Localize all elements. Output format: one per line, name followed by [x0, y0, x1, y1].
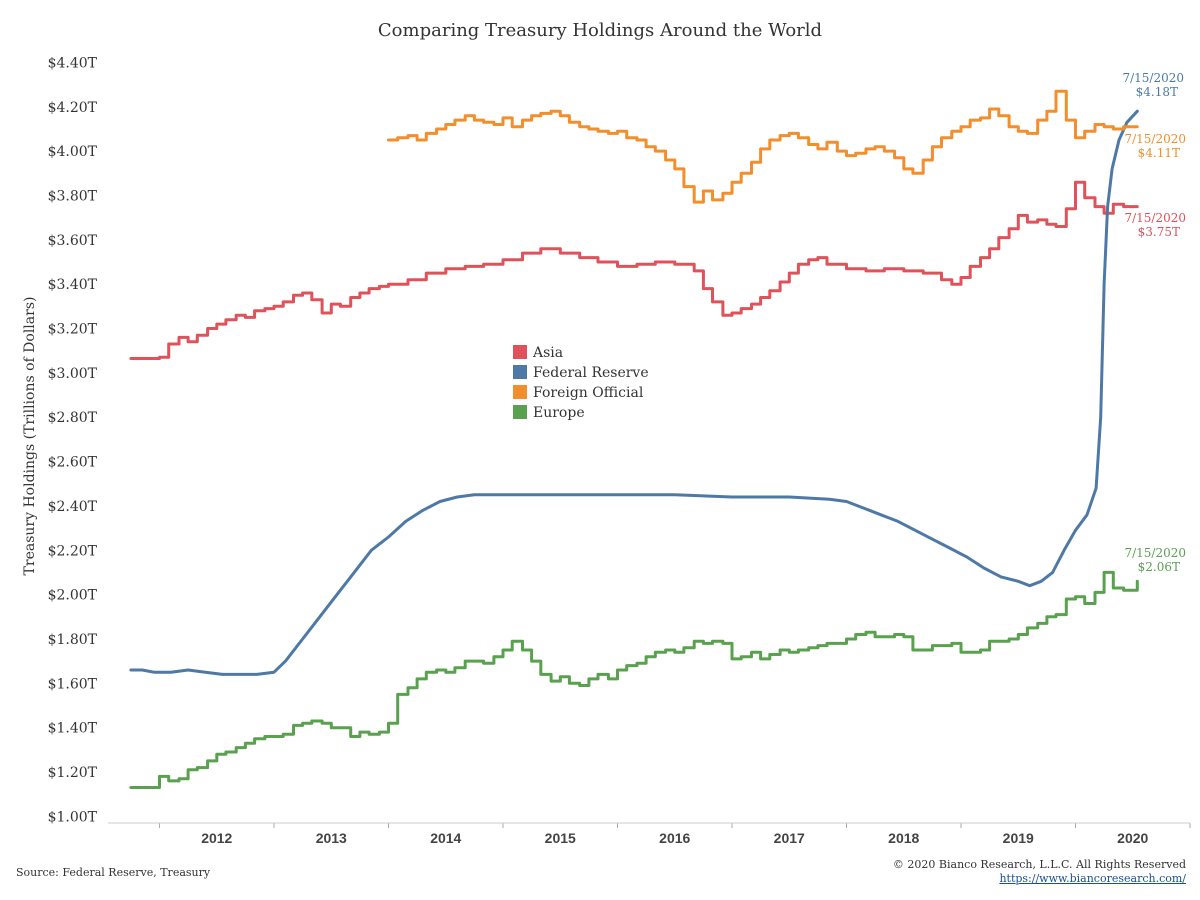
legend-label: Europe — [533, 405, 585, 421]
x-tick-label: 2012 — [201, 830, 232, 846]
legend-swatch — [513, 385, 527, 399]
legend-label: Asia — [532, 345, 563, 361]
y-tick-label: $1.80T — [48, 632, 98, 648]
y-tick-label: $2.40T — [48, 499, 98, 515]
legend-label: Foreign Official — [533, 385, 644, 401]
y-tick-label: $1.20T — [48, 765, 98, 781]
x-tick-label: 2013 — [316, 830, 347, 846]
x-tick-label: 2017 — [774, 830, 805, 846]
series-line-asia — [129, 180, 1139, 360]
y-axis-ticks: $1.00T $1.20T $1.40T $1.60T $1.80T $2.00T $2.2… — [48, 55, 98, 825]
y-tick-label: $4.00T — [48, 144, 98, 160]
y-tick-label: $3.00T — [48, 366, 98, 382]
annotation-value: $4.18T — [1136, 85, 1178, 99]
series-line-europe — [129, 570, 1139, 789]
series-line-foreign-official — [387, 89, 1139, 204]
y-tick-label: $1.60T — [48, 676, 98, 692]
y-tick-label: $3.60T — [48, 233, 98, 249]
y-tick-label: $3.80T — [48, 188, 98, 204]
annotation-date: 7/15/2020 — [1124, 546, 1186, 560]
legend-swatch — [513, 345, 527, 359]
end-value-annotations: 7/15/2020$4.18T7/15/2020$4.11T7/15/2020$… — [1122, 71, 1186, 574]
website-link[interactable]: https://www.biancoresearch.com/ — [999, 872, 1186, 885]
x-tick-label: 2018 — [888, 830, 919, 846]
series-lines — [129, 89, 1139, 789]
y-tick-label: $3.20T — [48, 322, 98, 338]
y-tick-label: $2.60T — [48, 455, 98, 471]
x-tick-label: 2015 — [545, 830, 576, 846]
x-tick-label: 2019 — [1003, 830, 1034, 846]
y-tick-label: $2.20T — [48, 543, 98, 559]
annotation-value: $3.75T — [1138, 225, 1180, 239]
y-tick-label: $3.40T — [48, 277, 98, 293]
legend-swatch — [513, 365, 527, 379]
x-tick-label: 2016 — [659, 830, 690, 846]
annotation-value: $2.06T — [1138, 560, 1180, 574]
x-axis-ticks: 2012 2013 2014 2015 2016 2017 2018 2019 2020 — [159, 823, 1191, 846]
x-tick-label: 2020 — [1117, 830, 1148, 846]
source-note: Source: Federal Reserve, Treasury — [16, 866, 211, 879]
y-tick-label: $1.40T — [48, 721, 98, 737]
legend-swatch — [513, 405, 527, 419]
series-line-federal-reserve — [129, 109, 1139, 676]
annotation-date: 7/15/2020 — [1122, 71, 1184, 85]
copyright-note: © 2020 Bianco Research, L.L.C. All Right… — [892, 858, 1186, 871]
legend: Asia Federal Reserve Foreign Official Europ… — [513, 345, 649, 421]
y-tick-label: $4.40T — [48, 55, 98, 71]
annotation-date: 7/15/2020 — [1124, 132, 1186, 146]
annotation-date: 7/15/2020 — [1124, 211, 1186, 225]
y-tick-label: $2.00T — [48, 588, 98, 604]
annotation-value: $4.11T — [1138, 146, 1180, 160]
y-axis-label: Treasury Holdings (Trillions of Dollars) — [22, 297, 38, 576]
y-tick-label: $2.80T — [48, 410, 98, 426]
y-tick-label: $1.00T — [48, 809, 98, 825]
x-tick-label: 2014 — [430, 830, 461, 846]
chart-title: Comparing Treasury Holdings Around the W… — [378, 20, 822, 41]
legend-label: Federal Reserve — [533, 365, 649, 381]
y-tick-label: $4.20T — [48, 100, 98, 116]
